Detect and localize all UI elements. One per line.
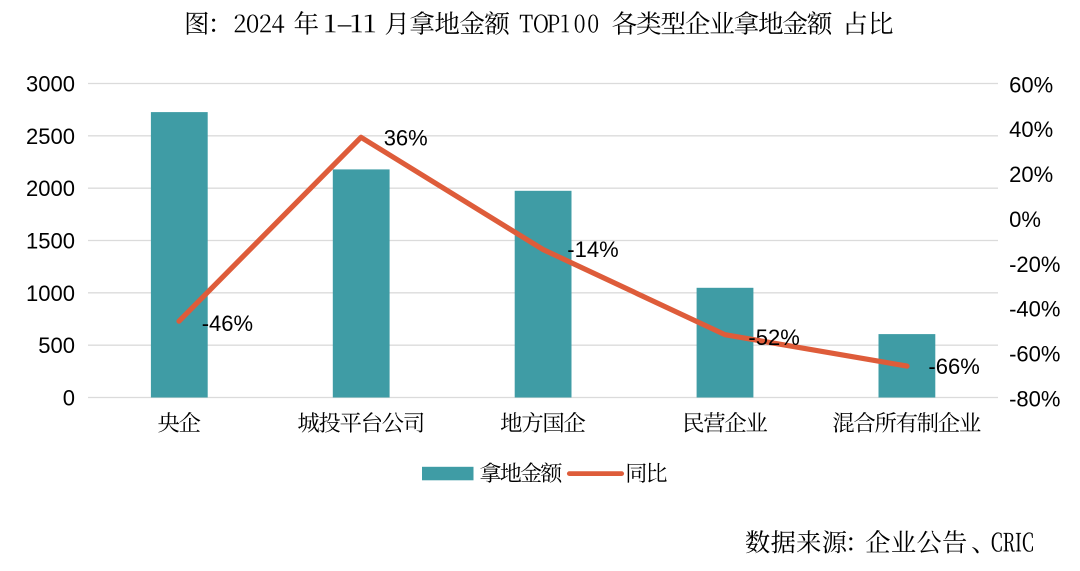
svg-text:-66%: -66% [928,354,979,379]
svg-text:-60%: -60% [1009,341,1060,366]
svg-text:1500: 1500 [26,229,75,254]
svg-text:40%: 40% [1009,117,1053,142]
svg-text:3000: 3000 [26,72,75,97]
svg-text:2500: 2500 [26,124,75,149]
svg-text:-80%: -80% [1009,386,1060,411]
svg-text:-20%: -20% [1009,252,1060,277]
svg-text:36%: 36% [384,126,428,151]
svg-text:60%: 60% [1009,72,1053,97]
svg-text:-40%: -40% [1009,297,1060,322]
svg-text:0: 0 [63,386,75,411]
svg-text:0%: 0% [1009,207,1041,232]
svg-text:-14%: -14% [567,237,618,262]
svg-text:2000: 2000 [26,176,75,201]
svg-text:500: 500 [38,333,75,358]
svg-text:1000: 1000 [26,281,75,306]
svg-text:-46%: -46% [202,311,253,336]
svg-text:20%: 20% [1009,162,1053,187]
svg-text:-52%: -52% [748,325,799,350]
